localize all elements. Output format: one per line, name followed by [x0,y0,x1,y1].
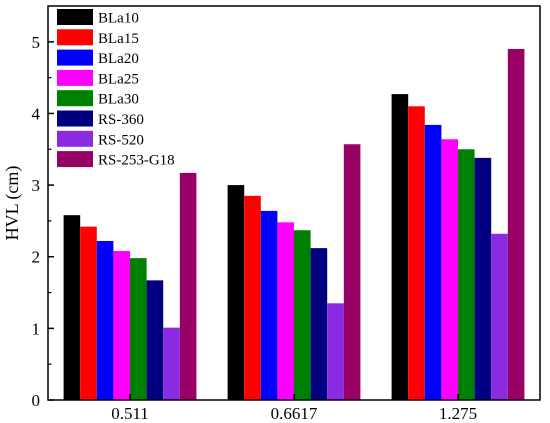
legend-swatch-rs-520 [57,130,93,147]
bar-bla10-0_6617 [227,185,245,400]
x-tick-label: 1.275 [439,404,477,423]
y-axis-label: HVL (cm) [2,166,23,241]
bar-bla25-0_511 [113,251,130,400]
plot-frame [47,5,541,401]
bar-bla15-1_275 [408,106,425,400]
y-axis: 0 1 2 3 4 5 [32,33,54,410]
legend: BLa10 BLa15 BLa20 BLa25 BLa30 RS-360 RS-520 RS-… [57,9,175,169]
legend-swatch-bla20 [57,49,93,66]
bar-rs-520-1_275 [491,233,508,400]
bar-bla30-1_275 [458,149,475,400]
legend-swatch-bla25 [57,69,93,86]
bar-bla25-0_6617 [277,222,294,400]
legend-swatch-bla15 [57,29,93,46]
bar-rs-520-0_6617 [327,303,344,400]
bar-rs-520-0_511 [163,327,180,400]
bar-rs-360-0_6617 [310,248,328,400]
bar-rs-360-0_511 [146,280,164,400]
bar-bla20-0_6617 [260,210,278,400]
bar-bla10-1_275 [391,94,409,401]
bar-rs-253-g18-1_275 [507,48,525,400]
bar-bla15-0_511 [80,226,97,400]
bar-bla10-0_511 [63,215,81,400]
bars-group [63,48,525,401]
bar-bla20-0_511 [96,240,114,400]
legend-label-bla15: BLa15 [98,31,139,47]
y-tick-label: 0 [32,391,41,410]
legend-label-rs-520: RS-520 [98,132,144,148]
y-tick-label: 5 [32,33,41,52]
legend-swatch-rs-253-g18 [57,151,93,168]
y-tick-label: 1 [32,319,41,338]
y-tick-label: 2 [32,248,41,267]
legend-label-bla10: BLa10 [98,11,139,27]
legend-label-rs-253-g18: RS-253-G18 [98,153,175,169]
bar-rs-253-g18-0_6617 [343,144,361,400]
legend-label-bla30: BLa30 [98,92,139,108]
legend-swatch-rs-360 [57,110,93,127]
legend-label-bla25: BLa25 [98,71,139,87]
bar-bla25-1_275 [441,139,458,401]
x-axis: 0.511 0.6617 1.275 [111,394,477,423]
bar-bla30-0_6617 [294,230,311,400]
bar-bla15-0_6617 [244,195,261,400]
x-tick-label: 0.6617 [271,404,318,423]
legend-swatch-bla30 [57,90,93,107]
legend-label-rs-360: RS-360 [98,112,144,128]
x-tick-label: 0.511 [111,404,149,423]
y-tick-label: 4 [32,104,41,123]
bar-rs-360-1_275 [474,157,492,400]
legend-swatch-bla10 [57,9,93,25]
bar-rs-253-g18-0_511 [179,172,197,400]
bar-bla20-1_275 [424,124,442,401]
y-tick-label: 3 [32,176,41,195]
legend-label-bla20: BLa20 [98,51,139,67]
bar-bla30-0_511 [130,258,147,400]
